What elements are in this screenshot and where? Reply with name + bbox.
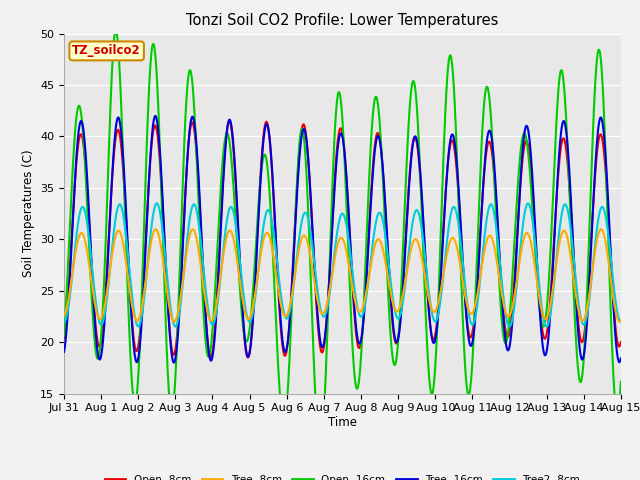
Y-axis label: Soil Temperatures (C): Soil Temperatures (C) <box>22 150 35 277</box>
Legend: Open -8cm, Tree -8cm, Open -16cm, Tree -16cm, Tree2 -8cm: Open -8cm, Tree -8cm, Open -16cm, Tree -… <box>100 471 584 480</box>
X-axis label: Time: Time <box>328 416 357 429</box>
Title: Tonzi Soil CO2 Profile: Lower Temperatures: Tonzi Soil CO2 Profile: Lower Temperatur… <box>186 13 499 28</box>
Text: TZ_soilco2: TZ_soilco2 <box>72 44 141 58</box>
